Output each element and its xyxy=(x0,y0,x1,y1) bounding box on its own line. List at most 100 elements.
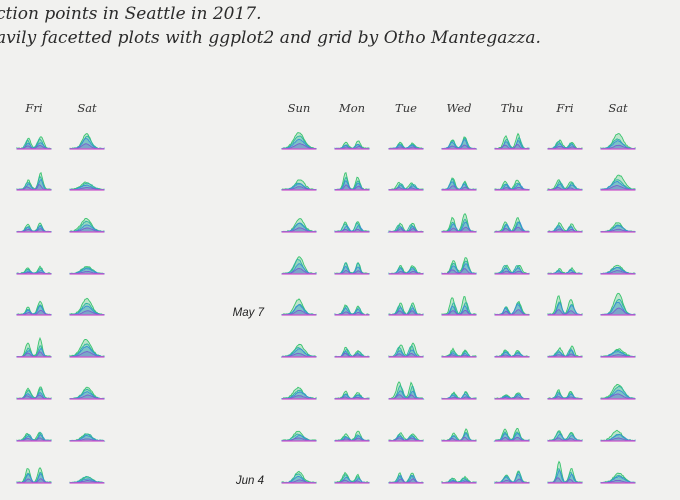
facet-cell-27 xyxy=(388,181,424,191)
series-area-1 xyxy=(494,132,530,150)
facet-cell-9 xyxy=(69,297,105,316)
facet-cell-46 xyxy=(281,298,317,316)
facet-cell-19 xyxy=(334,140,370,150)
series-area-1 xyxy=(334,172,370,191)
facet-cell-38 xyxy=(600,222,636,233)
series-area-2 xyxy=(334,348,370,358)
facet-cell-59 xyxy=(600,348,636,358)
facet-cell-42 xyxy=(441,257,477,275)
facet-cell-78 xyxy=(493,470,530,484)
series-area-1 xyxy=(16,300,52,316)
facet-cell-57 xyxy=(494,349,530,358)
series-area-1 xyxy=(388,381,424,400)
series-area-3 xyxy=(334,225,370,233)
facet-cell-64 xyxy=(494,392,530,400)
facet-cell-51 xyxy=(547,295,583,316)
facet-cell-36 xyxy=(493,216,530,233)
facet-cell-45 xyxy=(600,264,636,275)
facet-cell-5 xyxy=(69,217,105,233)
series-area-1 xyxy=(16,466,52,484)
facet-cell-0 xyxy=(16,136,52,150)
facet-cell-56 xyxy=(441,347,477,358)
series-area-1 xyxy=(441,428,477,442)
facet-cell-3 xyxy=(69,181,105,191)
facet-cell-15 xyxy=(69,433,106,442)
facet-cell-30 xyxy=(546,179,583,191)
series-area-1 xyxy=(16,222,52,233)
facet-cell-80 xyxy=(600,472,636,484)
chart-title-line-2: avily facetted plots with ggplot2 and gr… xyxy=(0,28,541,48)
facet-cell-34 xyxy=(387,222,424,233)
series-area-1 xyxy=(547,460,583,484)
facet-cell-72 xyxy=(547,430,583,442)
series-area-3 xyxy=(16,305,52,316)
series-area-3 xyxy=(16,224,52,233)
series-area-3 xyxy=(69,435,105,442)
series-area-1 xyxy=(334,471,370,484)
chart-title-line-1: ction points in Seattle in 2017. xyxy=(0,4,262,24)
series-area-1 xyxy=(16,336,52,358)
facet-cell-25 xyxy=(281,179,317,191)
facet-cell-65 xyxy=(547,389,583,400)
facet-cell-6 xyxy=(16,265,52,275)
facet-cell-75 xyxy=(334,471,370,484)
day-label-right-thu: Thu xyxy=(501,101,523,115)
series-area-1 xyxy=(388,472,424,484)
facet-cell-63 xyxy=(441,391,477,400)
facet-cell-60 xyxy=(281,386,317,400)
facet-cell-4 xyxy=(16,222,52,233)
facet-cell-76 xyxy=(388,472,424,484)
facet-cell-8 xyxy=(16,300,52,316)
series-area-1 xyxy=(441,213,477,233)
facet-cell-47 xyxy=(334,304,370,316)
day-label-left-fri: Fri xyxy=(24,101,42,115)
facet-cell-16 xyxy=(16,466,52,484)
facet-cell-62 xyxy=(388,381,425,400)
facet-cell-50 xyxy=(494,300,530,316)
series-area-1 xyxy=(16,171,52,191)
facet-cell-14 xyxy=(16,431,52,442)
facet-cell-2 xyxy=(16,171,52,191)
facet-cell-43 xyxy=(494,264,530,275)
facet-cell-18 xyxy=(281,131,317,150)
series-area-3 xyxy=(494,304,530,316)
facet-cell-1 xyxy=(69,132,105,150)
facet-cell-20 xyxy=(388,141,424,150)
facet-cell-44 xyxy=(547,266,583,275)
facet-cell-52 xyxy=(600,292,636,316)
series-area-2 xyxy=(16,388,52,400)
facet-cell-77 xyxy=(441,475,477,484)
series-area-2 xyxy=(441,391,477,400)
row-label-jun-4: Jun 4 xyxy=(235,475,264,487)
day-label-left-sat: Sat xyxy=(77,101,97,115)
series-area-1 xyxy=(547,295,583,316)
facet-cell-70 xyxy=(441,428,477,442)
facet-cell-37 xyxy=(547,221,583,233)
facet-cell-39 xyxy=(281,256,317,275)
facet-cell-55 xyxy=(388,342,424,358)
facet-cell-66 xyxy=(600,383,636,400)
series-area-4 xyxy=(441,226,477,233)
facet-cell-35 xyxy=(441,213,477,233)
series-area-3 xyxy=(334,307,370,316)
facet-cell-31 xyxy=(600,174,636,191)
day-label-right-tue: Tue xyxy=(395,101,417,115)
facet-cell-58 xyxy=(547,345,583,358)
series-area-3 xyxy=(494,267,530,275)
facet-cell-40 xyxy=(334,261,370,275)
facet-cell-11 xyxy=(69,339,105,358)
facet-cell-73 xyxy=(600,429,636,442)
series-area-2 xyxy=(334,176,370,191)
facet-cell-68 xyxy=(334,430,370,442)
facet-cell-7 xyxy=(69,266,105,275)
row-label-may-7: May 7 xyxy=(233,307,265,319)
series-area-4 xyxy=(334,184,370,191)
facet-cell-74 xyxy=(281,470,317,484)
facet-cell-24 xyxy=(600,133,636,150)
facet-cell-67 xyxy=(281,430,317,442)
series-area-1 xyxy=(441,295,477,316)
facet-cell-29 xyxy=(494,179,530,191)
series-area-1 xyxy=(388,302,424,316)
day-label-right-sun: Sun xyxy=(288,101,311,115)
